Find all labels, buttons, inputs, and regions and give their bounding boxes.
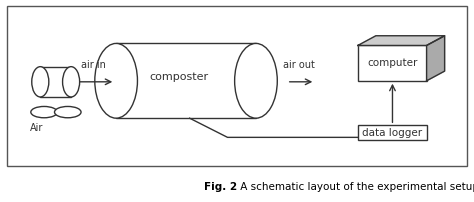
Circle shape (31, 106, 57, 118)
Circle shape (55, 106, 81, 118)
Ellipse shape (32, 67, 49, 97)
Ellipse shape (95, 43, 137, 118)
Text: A schematic layout of the experimental setup: A schematic layout of the experimental s… (237, 182, 474, 192)
Bar (358, 45, 427, 81)
Bar (7, 6, 467, 166)
Text: data logger: data logger (362, 128, 422, 138)
Ellipse shape (235, 43, 277, 118)
Text: Air: Air (30, 123, 43, 133)
Polygon shape (427, 36, 445, 81)
Text: Fig. 2: Fig. 2 (204, 182, 237, 192)
Text: computer: computer (367, 58, 418, 68)
Bar (40, 67, 71, 97)
Text: composter: composter (149, 72, 209, 82)
Text: air in: air in (82, 60, 106, 70)
Polygon shape (358, 36, 445, 45)
Text: air out: air out (283, 60, 315, 70)
Bar (116, 43, 256, 118)
Bar (358, 125, 427, 140)
Ellipse shape (63, 67, 80, 97)
